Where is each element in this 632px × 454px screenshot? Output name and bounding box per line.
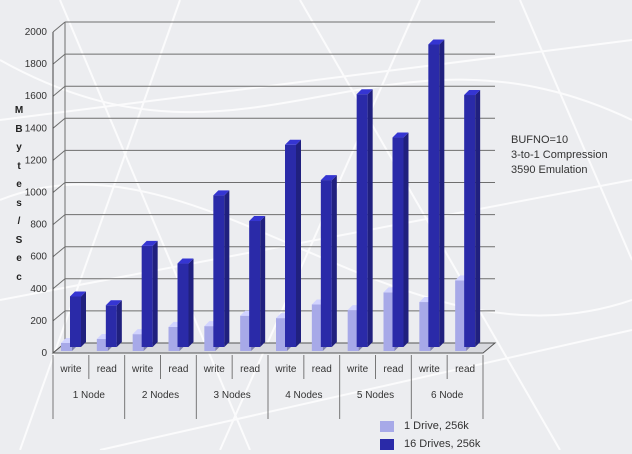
y-axis-label-char: e — [16, 179, 22, 190]
annotation-line: BUFNO=10 — [511, 134, 569, 146]
y-tick-label: 400 — [30, 284, 47, 295]
labels: 0 200 400 600 800 1000 1200 1400 1600 1800 2000 wri… — [25, 27, 475, 401]
x-tick-label: write — [131, 364, 154, 375]
group-label: 5 Nodes — [357, 390, 394, 401]
legend-item-1-drive: 1 Drive, 256k — [380, 418, 480, 434]
group-label: 6 Node — [431, 390, 464, 401]
y-tick-label: 1600 — [25, 91, 48, 102]
bar — [177, 258, 194, 347]
group-label: 2 Nodes — [142, 390, 179, 401]
legend-swatch — [380, 420, 394, 432]
bars — [61, 39, 481, 351]
x-tick-label: read — [97, 364, 117, 375]
group-label: 4 Nodes — [285, 390, 322, 401]
bar — [320, 175, 337, 347]
bar — [105, 300, 122, 347]
legend-label: 16 Drives, 256k — [404, 438, 481, 450]
y-axis-label-char: y — [16, 142, 22, 153]
y-axis-label-char: / — [17, 216, 21, 227]
x-tick-label: write — [418, 364, 441, 375]
group-label: 3 Nodes — [214, 390, 251, 401]
y-tick-label: 1400 — [25, 123, 48, 134]
legend-label: 1 Drive, 256k — [404, 420, 469, 432]
y-tick-label: 600 — [30, 252, 47, 263]
bar — [356, 89, 373, 348]
x-tick-label: write — [274, 364, 297, 375]
x-tick-label: write — [203, 364, 226, 375]
legend: 1 Drive, 256k 16 Drives, 256k — [380, 418, 480, 454]
bar — [249, 216, 266, 347]
y-axis-label-char: B — [15, 123, 23, 135]
bar — [392, 132, 409, 347]
y-tick-label: 200 — [30, 316, 47, 327]
y-axis-label-char: S — [15, 234, 23, 246]
annotation-line: 3-to-1 Compression — [511, 149, 608, 161]
y-tick-label: 1800 — [25, 59, 48, 70]
bar — [428, 39, 445, 348]
y-axis-label-char: M — [14, 105, 24, 116]
y-tick-label: 1000 — [25, 188, 48, 199]
y-tick-label: 2000 — [25, 27, 48, 38]
x-tick-label: read — [168, 364, 188, 375]
y-tick-label: 800 — [30, 220, 47, 231]
bar — [213, 190, 230, 347]
x-tick-label: write — [346, 364, 369, 375]
y-axis-label-char: t — [17, 160, 21, 172]
y-axis-label-char: c — [16, 271, 22, 283]
bar — [70, 291, 86, 347]
annotation-line: 3590 Emulation — [511, 164, 588, 176]
y-axis-label-char: e — [16, 253, 22, 264]
group-label: 1 Node — [73, 390, 106, 401]
bar — [285, 139, 301, 347]
x-tick-label: read — [312, 364, 332, 375]
bar — [141, 240, 158, 347]
bar — [464, 90, 481, 347]
legend-item-16-drives: 16 Drives, 256k — [380, 436, 480, 452]
y-tick-label: 1200 — [25, 155, 48, 166]
annotation-block: BUFNO=10 3-to-1 Compression 3590 Emulati… — [511, 133, 608, 178]
x-tick-label: read — [383, 364, 403, 375]
x-tick-label: write — [59, 364, 82, 375]
legend-swatch — [380, 438, 394, 450]
y-tick-label: 0 — [41, 348, 47, 359]
y-axis-label-char: s — [16, 197, 22, 209]
x-tick-label: read — [455, 364, 475, 375]
x-tick-label: read — [240, 364, 260, 375]
